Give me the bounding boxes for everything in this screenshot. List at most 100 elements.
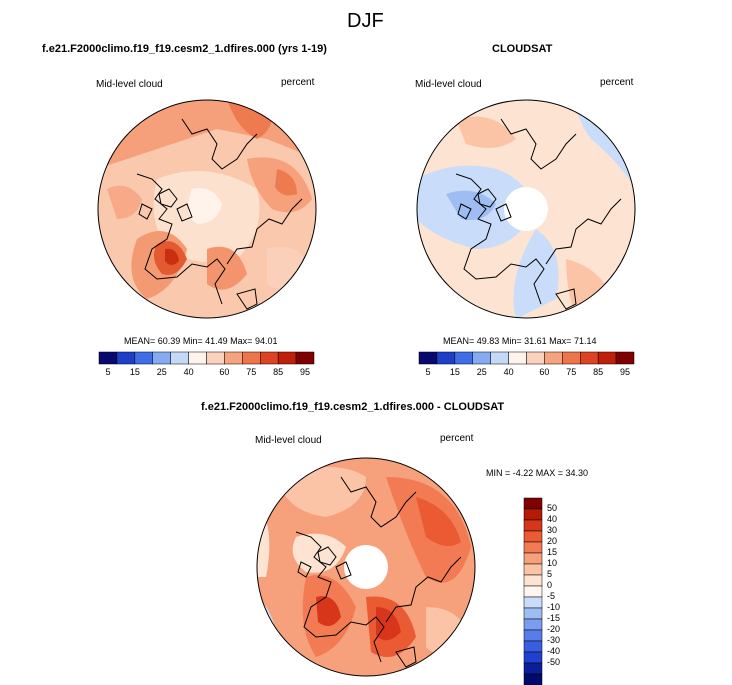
colorbar-swatch	[562, 351, 581, 365]
colorbar-swatch	[523, 596, 543, 609]
panel1-mean-label: MEAN=	[124, 336, 156, 346]
colorbar-swatch	[98, 351, 118, 365]
colorbar-swatch	[490, 351, 509, 365]
panel3-tick: -15	[547, 613, 561, 624]
panel2-colorbar-ticks: 5 15 25 40 60 75 85 95	[419, 367, 634, 379]
colorbar-swatch	[615, 351, 635, 365]
colorbar-swatch	[523, 651, 543, 664]
panel3-colorbar-ticks: 50 40 30 20 15 10 5 0 -5 -10 -15 -20 -30…	[547, 498, 577, 685]
colorbar-swatch	[544, 351, 563, 365]
colorbar-swatch	[523, 508, 543, 521]
panel2-tick: 40	[503, 367, 514, 377]
colorbar-swatch	[523, 618, 543, 631]
panel3-tick: -40	[547, 646, 561, 657]
colorbar-swatch	[523, 629, 543, 642]
panel3-tick: 40	[547, 514, 558, 525]
colorbar-swatch	[436, 351, 456, 365]
panel2-min-value: 31.61	[524, 336, 547, 346]
panel1-variable-label: Mid-level cloud	[96, 79, 163, 90]
panel2-mean-label: MEAN=	[443, 336, 475, 346]
colorbar-swatch	[418, 351, 438, 365]
colorbar-swatch	[526, 351, 545, 365]
panel1-tick: 15	[129, 367, 140, 377]
season-title: DJF	[347, 10, 384, 32]
colorbar-swatch	[152, 351, 171, 365]
colorbar-swatch	[242, 351, 261, 365]
panel3-tick: -30	[547, 635, 561, 646]
colorbar-swatch	[523, 585, 543, 598]
colorbar-swatch	[523, 563, 543, 576]
panel2-tick: 60	[539, 367, 550, 377]
panel1-max-label: Max=	[230, 336, 253, 346]
panel2-mean-value: 49.83	[476, 336, 500, 346]
panel1-mean-value: 60.39	[157, 336, 181, 346]
panel2-max-value: 71.14	[573, 336, 597, 346]
panel3-tick: 50	[547, 503, 558, 514]
panel1-min-value: 41.49	[205, 336, 228, 346]
colorbar-swatch	[454, 351, 473, 365]
panel3-tick: 30	[547, 525, 558, 536]
colorbar-swatch	[260, 351, 279, 365]
panel3-colorbar	[523, 497, 543, 685]
panel3-tick: 20	[547, 536, 558, 547]
colorbar-swatch	[170, 351, 189, 365]
panel3-tick: -20	[547, 624, 561, 635]
panel2-tick: 75	[566, 367, 577, 377]
colorbar-swatch	[523, 574, 543, 587]
panel2-variable-label: Mid-level cloud	[415, 79, 482, 90]
panel2-units-label: percent	[600, 77, 634, 88]
panel3-tick: -5	[547, 591, 556, 602]
colorbar-swatch	[188, 351, 207, 365]
panel1-tick: 60	[219, 367, 230, 377]
colorbar-swatch	[523, 673, 543, 685]
colorbar-swatch	[523, 662, 543, 675]
colorbar-swatch	[597, 351, 617, 365]
colorbar-swatch	[523, 497, 543, 510]
panel2-colorbar	[418, 351, 635, 365]
panel3-units-label: percent	[440, 433, 474, 444]
panel1-tick: 75	[246, 367, 257, 377]
colorbar-swatch	[295, 351, 315, 365]
panel2-max-label: Max=	[549, 336, 572, 346]
colorbar-swatch	[277, 351, 297, 365]
panel1-min-label: Min=	[182, 336, 203, 346]
panel2-tick: 85	[593, 367, 604, 377]
panel2-tick: 95	[620, 367, 631, 377]
panel2-title: CLOUDSAT	[492, 43, 553, 55]
panel1-tick: 40	[183, 367, 194, 377]
panel3-tick: 0	[547, 580, 553, 591]
panel1-stats: MEAN= 60.39 Min= 41.49 Max= 94.01	[124, 336, 277, 346]
panel2-polar-map	[416, 99, 636, 319]
panel1-colorbar	[98, 351, 315, 365]
panel3-tick: -10	[547, 602, 561, 613]
panel1-tick: 95	[300, 367, 311, 377]
panel1-tick: 25	[156, 367, 167, 377]
panel3-tick: 5	[547, 569, 553, 580]
panel2-min-label: Min=	[501, 336, 522, 346]
panel2-tick: 5	[425, 367, 431, 377]
colorbar-swatch	[134, 351, 153, 365]
colorbar-swatch	[116, 351, 136, 365]
colorbar-swatch	[523, 530, 543, 543]
panel1-tick: 85	[273, 367, 284, 377]
panel1-title: f.e21.F2000climo.f19_f19.cesm2_1.dfires.…	[42, 43, 327, 55]
panel1-max-value: 94.01	[254, 336, 278, 346]
colorbar-swatch	[206, 351, 225, 365]
colorbar-swatch	[224, 351, 243, 365]
panel3-title: f.e21.F2000climo.f19_f19.cesm2_1.dfires.…	[201, 401, 505, 413]
colorbar-swatch	[523, 607, 543, 620]
panel1-units-label: percent	[281, 77, 315, 88]
panel1-tick: 5	[105, 367, 111, 377]
panel3-tick: 10	[547, 558, 558, 569]
colorbar-swatch	[472, 351, 491, 365]
panel2-tick: 25	[476, 367, 487, 377]
panel3-min-max: MIN = -4.22 MAX = 34.30	[486, 468, 589, 478]
panel3-tick: 15	[547, 547, 558, 558]
colorbar-swatch	[508, 351, 527, 365]
colorbar-swatch	[523, 541, 543, 554]
panel3-polar-map	[256, 457, 476, 677]
panel1-polar-map	[97, 99, 317, 319]
panel3-tick: -50	[547, 657, 561, 668]
colorbar-swatch	[523, 519, 543, 532]
panel2-tick: 15	[449, 367, 460, 377]
